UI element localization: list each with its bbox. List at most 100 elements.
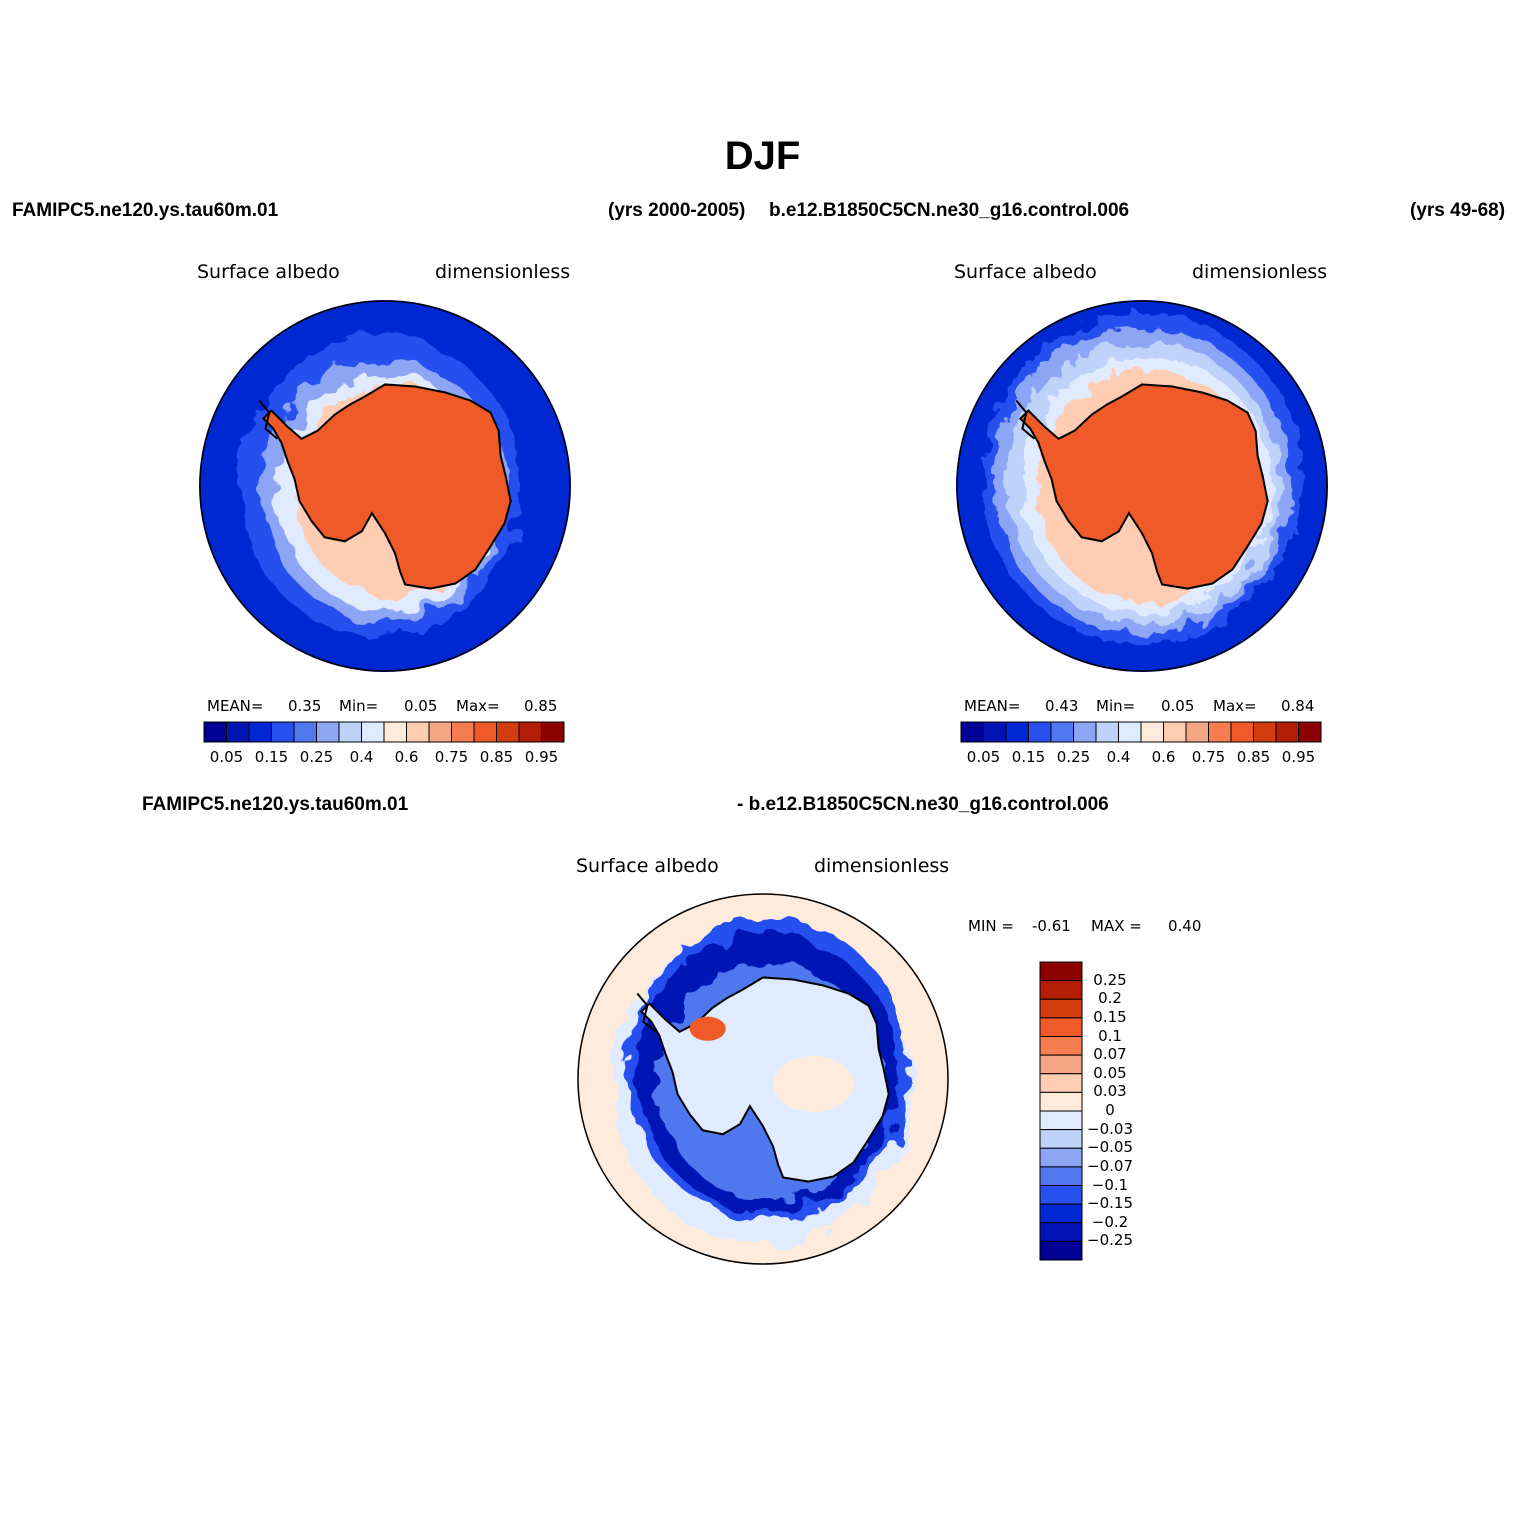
colorbar-swatch	[316, 721, 340, 743]
colorbar-tick-label: −0.03	[1087, 1119, 1133, 1138]
colorbar-difference	[1039, 961, 1083, 1261]
colorbar-tick-label: −0.07	[1087, 1156, 1133, 1175]
diff-max-label: MAX =	[1091, 917, 1142, 935]
panel2-min-label: Min=	[1096, 697, 1136, 715]
colorbar-swatch	[983, 721, 1007, 743]
colorbar-swatch	[293, 721, 317, 743]
colorbar-swatch	[248, 721, 272, 743]
colorbar-swatch	[226, 721, 250, 743]
colorbar-swatch	[1039, 1073, 1083, 1093]
colorbar-swatch	[473, 721, 497, 743]
colorbar-swatch	[1073, 721, 1097, 743]
peninsula-coast	[258, 399, 279, 440]
colorbar-tick-label: 0.85	[479, 748, 514, 766]
colorbar-panel-1	[203, 721, 565, 743]
colorbar-swatch	[1050, 721, 1074, 743]
colorbar-tick-label: 0.4	[349, 748, 374, 766]
colorbar-swatch	[1039, 1185, 1083, 1205]
panel2-mean-label: MEAN=	[964, 697, 1021, 715]
colorbar-swatch	[960, 721, 984, 743]
colorbar-tick-label: 0.25	[1056, 748, 1091, 766]
map-border	[199, 300, 571, 672]
colorbar-tick-label: −0.2	[1091, 1212, 1129, 1231]
colorbar-tick-label: 0.07	[1093, 1045, 1127, 1064]
colorbar-tick-label: 0	[1105, 1101, 1115, 1119]
colorbar-tick-label: 0.25	[1093, 970, 1127, 989]
colorbar-tick-label: 0.25	[299, 748, 334, 766]
colorbar-tick-label: 0.75	[434, 748, 469, 766]
panel1-mean-label: MEAN=	[207, 697, 264, 715]
colorbar-swatch	[383, 721, 407, 743]
colorbar-swatch	[1039, 1091, 1083, 1112]
panel1-min-value: 0.05	[404, 697, 438, 715]
colorbar-tick-label: 0.85	[1236, 748, 1271, 766]
diff-variable: Surface albedo	[576, 855, 719, 877]
peninsula-coast	[1015, 399, 1036, 440]
colorbar-tick-label: 0.75	[1191, 748, 1226, 766]
panel2-variable: Surface albedo	[954, 261, 1097, 283]
case1-name: FAMIPC5.ne120.ys.tau60m.01	[12, 200, 279, 221]
colorbar-tick-label: 0.03	[1093, 1082, 1127, 1101]
panel2-max-value: 0.84	[1281, 697, 1315, 715]
diff-case1-name: FAMIPC5.ne120.ys.tau60m.01	[142, 794, 409, 815]
colorbar-swatch	[1095, 721, 1119, 743]
colorbar-tick-label: 0.95	[524, 748, 559, 766]
colorbar-tick-label: 0.1	[1098, 1026, 1122, 1045]
colorbar-swatch	[203, 721, 227, 743]
colorbar-swatch	[1039, 1110, 1083, 1131]
colorbar-swatch	[1005, 721, 1029, 743]
map-border	[956, 300, 1328, 672]
colorbar-swatch	[1039, 1166, 1083, 1186]
diff-max-value: 0.40	[1168, 917, 1202, 935]
positive-anomaly	[689, 1016, 726, 1041]
land-positive-patch	[773, 1055, 854, 1113]
colorbar-tick-label: 0.05	[209, 748, 244, 766]
colorbar-swatch	[518, 721, 542, 743]
case2-years: (yrs 49-68)	[1410, 200, 1506, 221]
panel1-variable: Surface albedo	[197, 261, 340, 283]
map-border	[577, 893, 949, 1265]
colorbar-tick-label: 0.6	[394, 748, 419, 766]
colorbar-swatch	[1039, 1129, 1083, 1149]
colorbar-swatch	[1185, 721, 1209, 743]
colorbar-swatch	[1039, 980, 1083, 1000]
page-title: DJF	[724, 134, 801, 178]
colorbar-swatch	[1298, 721, 1322, 743]
panel2-max-label: Max=	[1213, 697, 1257, 715]
colorbar-tick-label: 0.05	[966, 748, 1001, 766]
colorbar-swatch	[1039, 1147, 1083, 1168]
map-panel-2	[956, 300, 1328, 672]
colorbar-swatch	[1140, 721, 1164, 743]
colorbar-swatch	[496, 721, 520, 743]
case2-name: b.e12.B1850C5CN.ne30_g16.control.006	[769, 200, 1130, 221]
colorbar-swatch	[1230, 721, 1254, 743]
colorbar-swatch	[1039, 1017, 1083, 1037]
colorbar-tick-label: 0.05	[1093, 1063, 1127, 1082]
diff-case2-name: - b.e12.B1850C5CN.ne30_g16.control.006	[737, 794, 1109, 815]
peninsula-coast	[636, 992, 657, 1033]
colorbar-swatch	[1118, 721, 1142, 743]
colorbar-swatch	[271, 721, 295, 743]
colorbar-tick-label: 0.6	[1151, 748, 1176, 766]
case1-years: (yrs 2000-2005)	[608, 200, 746, 221]
panel1-mean-value: 0.35	[288, 697, 322, 715]
colorbar-swatch	[1039, 1203, 1083, 1224]
colorbar-swatch	[1163, 721, 1187, 743]
colorbar-swatch	[541, 721, 565, 743]
colorbar-panel-2	[960, 721, 1322, 743]
diff-min-label: MIN =	[968, 917, 1014, 935]
colorbar-swatch	[1039, 1054, 1083, 1075]
colorbar-swatch	[406, 721, 430, 743]
colorbar-tick-label: −0.1	[1091, 1175, 1129, 1194]
panel1-min-label: Min=	[339, 697, 379, 715]
colorbar-swatch	[1208, 721, 1232, 743]
colorbar-swatch	[338, 721, 362, 743]
map-panel-1	[199, 300, 571, 672]
colorbar-tick-label: 0.15	[254, 748, 289, 766]
panel2-min-value: 0.05	[1161, 697, 1195, 715]
antarctica-landmass	[1018, 383, 1269, 590]
panel1-max-label: Max=	[456, 697, 500, 715]
colorbar-swatch	[1253, 721, 1277, 743]
colorbar-tick-label: −0.15	[1087, 1194, 1133, 1213]
diff-min-value: -0.61	[1032, 917, 1071, 935]
